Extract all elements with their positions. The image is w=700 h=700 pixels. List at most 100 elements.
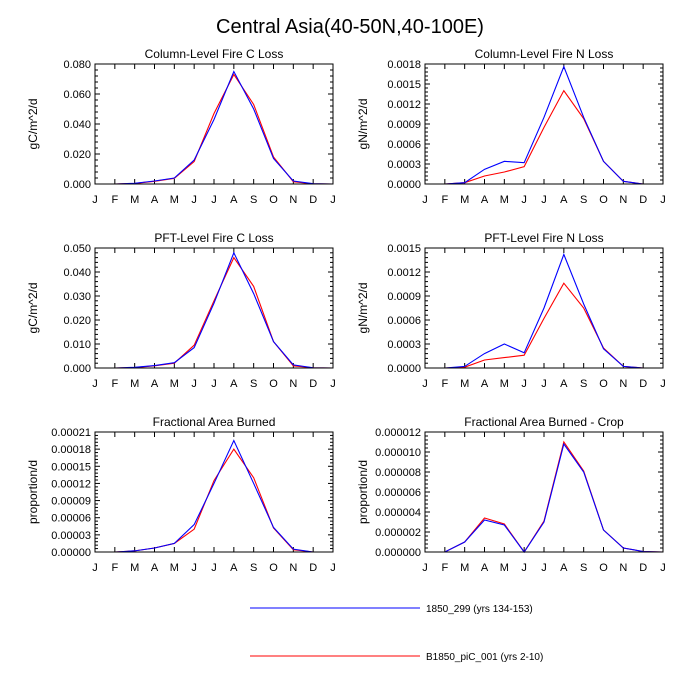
x-tick-label: J <box>422 378 428 390</box>
y-tick-label: 0.00003 <box>51 530 91 542</box>
x-tick-label: S <box>580 194 587 206</box>
x-tick-label: M <box>130 378 139 390</box>
x-tick-label: J <box>211 378 217 390</box>
y-tick-label: 0.000002 <box>375 527 421 539</box>
series-line-1 <box>425 282 663 369</box>
series-line-0 <box>95 70 334 185</box>
y-tick-label: 0.040 <box>63 119 91 131</box>
y-tick-label: 0.0000 <box>387 363 421 375</box>
x-tick-label: M <box>170 194 179 206</box>
x-tick-label: J <box>191 194 197 206</box>
chart-title: Central Asia(40-50N,40-100E) <box>216 16 484 38</box>
y-tick-label: 0.000012 <box>375 427 421 439</box>
legend-label-1: B1850_piC_001 (yrs 2-10) <box>426 652 543 663</box>
x-tick-label: J <box>660 562 666 574</box>
y-tick-label: 0.000000 <box>375 547 421 559</box>
x-tick-label: D <box>309 562 317 574</box>
y-tick-label: 0.060 <box>63 89 91 101</box>
x-tick-label: F <box>111 194 118 206</box>
x-tick-label: M <box>170 378 179 390</box>
y-tick-label: 0.00012 <box>51 478 91 490</box>
x-tick-label: M <box>130 194 139 206</box>
y-axis-label: proportion/d <box>356 460 370 524</box>
series-line-1 <box>425 89 663 185</box>
x-tick-label: A <box>230 378 238 390</box>
series-line-0 <box>95 439 333 553</box>
y-tick-label: 0.0003 <box>387 339 421 351</box>
y-axis-label: gC/m^2/d <box>26 99 40 150</box>
x-tick-label: F <box>111 562 118 574</box>
x-tick-label: J <box>330 378 336 390</box>
x-tick-label: J <box>330 194 336 206</box>
y-tick-label: 0.0006 <box>387 315 421 327</box>
y-tick-label: 0.0015 <box>387 243 421 255</box>
y-tick-label: 0.00000 <box>51 547 91 559</box>
x-tick-label: O <box>269 562 278 574</box>
y-tick-label: 0.0009 <box>387 119 421 131</box>
x-tick-label: J <box>92 378 98 390</box>
x-tick-label: M <box>460 378 469 390</box>
x-tick-label: S <box>580 378 587 390</box>
x-tick-label: N <box>289 562 297 574</box>
panel-5: Fractional Area Burned - Crop proportion/… <box>356 415 666 574</box>
chart-legend: 1850_299 (yrs 134-153) B1850_piC_001 (yr… <box>250 604 543 663</box>
x-tick-label: N <box>619 194 627 206</box>
y-tick-label: 0.020 <box>63 149 91 161</box>
y-tick-label: 0.000004 <box>375 507 421 519</box>
x-tick-label: A <box>151 562 159 574</box>
panel-title: PFT-Level Fire C Loss <box>154 231 273 245</box>
x-tick-label: F <box>441 562 448 574</box>
legend-label-0: 1850_299 (yrs 134-153) <box>426 604 533 615</box>
y-tick-label: 0.010 <box>63 339 91 351</box>
y-axis-label: gN/m^2/d <box>356 283 370 334</box>
x-tick-label: O <box>269 378 278 390</box>
x-tick-label: N <box>289 194 297 206</box>
series-line-1 <box>95 256 334 369</box>
y-tick-label: 0.030 <box>63 291 91 303</box>
plot-frame <box>94 63 334 185</box>
y-tick-label: 0.0009 <box>387 291 421 303</box>
plot-frame <box>424 247 664 369</box>
x-tick-label: A <box>560 378 568 390</box>
x-tick-label: O <box>599 562 608 574</box>
x-tick-label: S <box>250 562 257 574</box>
y-tick-label: 0.00018 <box>51 444 91 456</box>
y-tick-label: 0.00006 <box>51 513 91 525</box>
series-line-0 <box>95 251 334 369</box>
x-tick-label: J <box>541 562 547 574</box>
x-tick-label: J <box>541 378 547 390</box>
x-tick-label: O <box>599 378 608 390</box>
y-tick-label: 0.000 <box>63 363 91 375</box>
plot-frame <box>424 431 664 553</box>
x-tick-label: J <box>211 194 217 206</box>
y-axis-label: gN/m^2/d <box>356 99 370 150</box>
x-tick-label: J <box>541 194 547 206</box>
x-tick-label: M <box>500 378 509 390</box>
y-tick-label: 0.0015 <box>387 79 421 91</box>
x-tick-label: J <box>92 194 98 206</box>
x-tick-label: D <box>639 562 647 574</box>
x-tick-label: S <box>250 378 257 390</box>
x-tick-label: A <box>560 562 568 574</box>
x-tick-label: N <box>619 562 627 574</box>
series-line-0 <box>425 65 663 185</box>
y-tick-label: 0.00021 <box>51 427 91 439</box>
x-tick-label: M <box>130 562 139 574</box>
x-tick-label: M <box>500 194 509 206</box>
series-line-1 <box>95 73 334 185</box>
x-tick-label: J <box>521 562 527 574</box>
x-tick-label: A <box>481 378 489 390</box>
x-tick-label: J <box>191 378 197 390</box>
y-tick-label: 0.000008 <box>375 467 421 479</box>
y-tick-label: 0.0003 <box>387 159 421 171</box>
series-line-0 <box>425 252 663 369</box>
series-line-1 <box>95 448 333 553</box>
y-tick-label: 0.000 <box>63 179 91 191</box>
x-tick-label: F <box>111 378 118 390</box>
y-axis-label: gC/m^2/d <box>26 283 40 334</box>
plot-frame <box>94 431 334 553</box>
x-tick-label: J <box>330 562 336 574</box>
